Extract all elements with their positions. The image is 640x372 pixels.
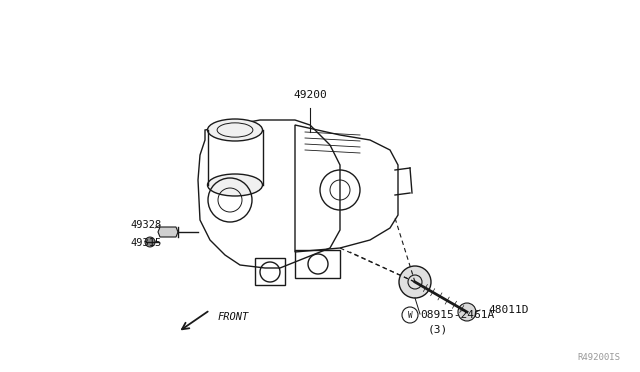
Ellipse shape [207,174,262,196]
Text: FRONT: FRONT [218,312,249,322]
Polygon shape [158,227,178,237]
Text: 49328: 49328 [130,220,161,230]
Text: 49200: 49200 [293,90,327,100]
Ellipse shape [207,119,262,141]
Text: (3): (3) [428,324,448,334]
Text: R49200IS: R49200IS [577,353,620,362]
Text: 08915-2461A: 08915-2461A [420,310,494,320]
Text: W: W [408,311,412,320]
Text: 49315: 49315 [130,238,161,248]
Circle shape [145,237,155,247]
Circle shape [399,266,431,298]
Text: 48011D: 48011D [488,305,529,315]
Circle shape [458,303,476,321]
